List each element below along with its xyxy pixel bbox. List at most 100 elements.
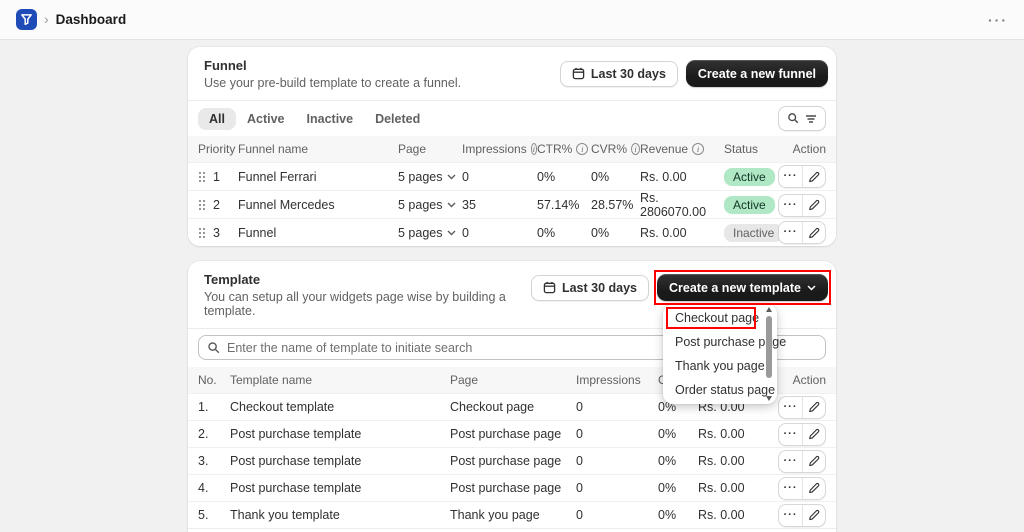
row-more-button[interactable]: ···	[779, 166, 802, 187]
page-count-select[interactable]: 5 pages	[398, 170, 462, 184]
search-icon	[207, 341, 221, 355]
scroll-up-icon[interactable]	[766, 307, 772, 312]
template-page: Thank you page	[450, 508, 576, 522]
row-more-button[interactable]: ···	[779, 195, 802, 216]
impressions-value: 0	[462, 170, 537, 184]
tab-inactive[interactable]: Inactive	[296, 108, 365, 130]
col-page: Page	[450, 373, 576, 387]
col-status: Status	[724, 142, 782, 156]
create-template-button[interactable]: Create a new template	[657, 274, 828, 301]
row-edit-button[interactable]	[802, 195, 825, 216]
dropdown-item-post-purchase-page[interactable]: Post purchase page	[663, 330, 777, 354]
template-card-title: Template	[204, 272, 531, 287]
priority-value: 1	[213, 170, 220, 184]
ctr-value: 0%	[658, 481, 698, 495]
chevron-down-icon	[447, 202, 456, 208]
row-more-button[interactable]: ···	[779, 505, 802, 526]
funnel-search-filter-button[interactable]	[778, 106, 826, 131]
impressions-value: 0	[576, 454, 658, 468]
info-icon[interactable]: i	[692, 143, 704, 155]
col-funnel-name: Funnel name	[238, 142, 398, 156]
impressions-value: 0	[462, 226, 537, 240]
funnel-name: Funnel Ferrari	[238, 170, 398, 184]
row-edit-button[interactable]	[802, 222, 825, 243]
col-template-name: Template name	[230, 373, 450, 387]
impressions-value: 0	[576, 427, 658, 441]
row-more-button[interactable]: ···	[779, 424, 802, 445]
chevron-down-icon	[447, 174, 456, 180]
ctr-value: 57.14%	[537, 198, 591, 212]
col-priority: Priority	[198, 142, 238, 156]
tab-all[interactable]: All	[198, 108, 236, 130]
info-icon[interactable]: i	[576, 143, 588, 155]
funnel-name: Funnel Mercedes	[238, 198, 398, 212]
row-more-button[interactable]: ···	[779, 222, 802, 243]
template-table-row: 2. Post purchase template Post purchase …	[188, 420, 836, 447]
row-more-button[interactable]: ···	[779, 397, 802, 418]
template-name: Post purchase template	[230, 481, 450, 495]
filter-sort-icon	[805, 113, 817, 125]
funnel-date-filter-button[interactable]: Last 30 days	[560, 61, 678, 87]
tab-deleted[interactable]: Deleted	[364, 108, 431, 130]
template-card: Template You can setup all your widgets …	[188, 261, 836, 532]
col-no: No.	[198, 373, 230, 387]
ctr-value: 0%	[658, 427, 698, 441]
tab-active[interactable]: Active	[236, 108, 296, 130]
dropdown-scrollbar[interactable]	[764, 307, 773, 401]
revenue-value: Rs. 0.00	[640, 226, 724, 240]
drag-handle-icon[interactable]	[198, 171, 206, 183]
page-count-select[interactable]: 5 pages	[398, 198, 462, 212]
row-edit-button[interactable]	[802, 505, 825, 526]
row-edit-button[interactable]	[802, 424, 825, 445]
row-edit-button[interactable]	[802, 451, 825, 472]
dropdown-item-order-status-page[interactable]: Order status page	[663, 378, 777, 402]
template-page: Post purchase page	[450, 481, 576, 495]
row-actions: ···	[778, 194, 826, 217]
row-actions: ···	[778, 477, 826, 500]
priority-value: 2	[213, 198, 220, 212]
scrollbar-thumb[interactable]	[766, 316, 772, 378]
funnel-date-filter-label: Last 30 days	[591, 67, 666, 81]
create-template-label: Create a new template	[669, 281, 801, 295]
create-funnel-button[interactable]: Create a new funnel	[686, 60, 828, 87]
drag-handle-icon[interactable]	[198, 199, 206, 211]
row-actions: ···	[778, 165, 826, 188]
col-action: Action	[793, 373, 826, 387]
impressions-value: 0	[576, 508, 658, 522]
template-date-filter-button[interactable]: Last 30 days	[531, 275, 649, 301]
row-more-button[interactable]: ···	[779, 478, 802, 499]
info-icon[interactable]: i	[631, 143, 640, 155]
pencil-icon	[808, 401, 820, 413]
revenue-value: Rs. 0.00	[698, 427, 778, 441]
row-edit-button[interactable]	[802, 478, 825, 499]
row-number: 3.	[198, 454, 230, 468]
impressions-value: 0	[576, 400, 658, 414]
dropdown-item-thank-you-page[interactable]: Thank you page	[663, 354, 777, 378]
row-more-button[interactable]: ···	[779, 451, 802, 472]
page-count-select[interactable]: 5 pages	[398, 226, 462, 240]
app-logo[interactable]	[16, 9, 37, 30]
row-edit-button[interactable]	[802, 397, 825, 418]
template-page: Post purchase page	[450, 427, 576, 441]
template-name: Thank you template	[230, 508, 450, 522]
row-actions: ···	[778, 396, 826, 419]
funnel-app-icon	[20, 13, 33, 26]
create-funnel-label: Create a new funnel	[698, 67, 816, 81]
breadcrumb-separator: ›	[44, 11, 49, 27]
funnel-card: Funnel Use your pre-build template to cr…	[188, 47, 836, 246]
row-number: 5.	[198, 508, 230, 522]
template-page: Post purchase page	[450, 454, 576, 468]
template-page: Checkout page	[450, 400, 576, 414]
priority-value: 3	[213, 226, 220, 240]
drag-handle-icon[interactable]	[198, 227, 206, 239]
row-number: 1.	[198, 400, 230, 414]
col-revenue: Revenuei	[640, 142, 724, 156]
pencil-icon	[808, 455, 820, 467]
dropdown-item-checkout-page[interactable]: Checkout page	[663, 306, 777, 330]
row-edit-button[interactable]	[802, 166, 825, 187]
top-bar: › Dashboard ···	[0, 0, 1024, 40]
template-table-row: 5. Thank you template Thank you page 0 0…	[188, 501, 836, 528]
status-badge: Inactive	[724, 224, 783, 242]
more-menu-icon[interactable]: ···	[988, 13, 1008, 27]
scroll-down-icon[interactable]	[766, 396, 772, 401]
